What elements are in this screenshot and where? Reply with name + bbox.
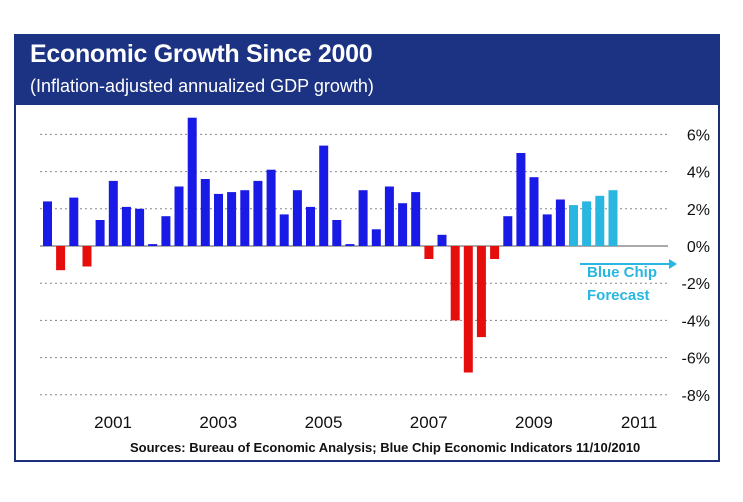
- forecast-bar: [569, 205, 578, 246]
- gdp-bar: [214, 193, 223, 246]
- gdp-bar: [108, 180, 118, 246]
- gdp-bar: [148, 244, 158, 246]
- y-tick-label: -2%: [682, 276, 710, 293]
- gdp-bar: [450, 246, 460, 321]
- gdp-bar: [200, 179, 210, 246]
- bars: [43, 117, 618, 373]
- forecast-bar: [582, 201, 592, 246]
- forecast-bar: [608, 190, 618, 246]
- gdp-bar: [292, 190, 302, 246]
- gdp-bar: [240, 190, 250, 246]
- y-tick-label: 2%: [687, 202, 710, 219]
- gdp-bar: [411, 192, 421, 246]
- gdp-bar: [371, 229, 381, 246]
- x-tick-label: 2001: [94, 413, 132, 432]
- axis-labels: 6% 4% 2% 0% -2% -4% -6% -8% 2001 2003 2005 2007 2009…: [94, 127, 710, 432]
- gdp-bar: [161, 216, 171, 246]
- forecast-arrow-head: [669, 259, 677, 269]
- gdp-bar: [503, 216, 513, 246]
- y-tick-label: -6%: [682, 351, 710, 368]
- gdp-bar: [555, 199, 565, 246]
- y-tick-label: 4%: [687, 165, 710, 182]
- gdp-bar: [490, 246, 500, 259]
- forecast-label-line1: Blue Chip: [587, 264, 657, 281]
- gdp-bar: [306, 206, 315, 246]
- gdp-bar: [345, 244, 355, 246]
- gdp-bar: [266, 169, 276, 246]
- gdp-bar: [69, 197, 79, 246]
- gdp-bar: [174, 186, 184, 246]
- gdp-bar: [56, 246, 66, 271]
- gdp-bar: [463, 246, 473, 373]
- x-tick-label: 2003: [199, 413, 237, 432]
- chart-header: [14, 34, 720, 105]
- grid-lines: [40, 133, 668, 396]
- gdp-bar: [542, 214, 552, 246]
- x-tick-label: 2011: [621, 413, 658, 432]
- gdp-bar: [529, 177, 539, 246]
- gdp-bar: [82, 246, 92, 267]
- x-tick-label: 2005: [305, 413, 343, 432]
- gdp-bar: [476, 246, 486, 338]
- chart-title: Economic Growth Since 2000: [30, 40, 373, 68]
- gdp-bar: [227, 192, 237, 246]
- forecast-bar: [595, 195, 605, 246]
- x-tick-label: 2007: [410, 413, 448, 432]
- gdp-bar: [253, 180, 263, 246]
- gdp-bar: [384, 186, 394, 246]
- gdp-bar: [187, 117, 197, 246]
- y-tick-label: -4%: [682, 313, 710, 330]
- y-tick-label: 0%: [687, 239, 710, 256]
- gdp-bar: [398, 203, 408, 246]
- gdp-bar: [279, 214, 289, 246]
- y-tick-label: 6%: [687, 127, 710, 144]
- gdp-bar: [135, 208, 145, 246]
- gdp-bar: [437, 234, 447, 246]
- source-note: Sources: Bureau of Economic Analysis; Bl…: [130, 440, 641, 455]
- gdp-bar: [424, 246, 434, 259]
- forecast-label-line2: Forecast: [587, 287, 650, 304]
- y-tick-label: -8%: [682, 388, 710, 405]
- gdp-bar: [332, 220, 342, 246]
- x-tick-label: 2009: [515, 413, 553, 432]
- gdp-bar: [516, 153, 526, 246]
- gdp-bar: [121, 206, 131, 246]
- gdp-bar: [358, 190, 368, 246]
- gdp-bar: [319, 145, 329, 246]
- gdp-bar: [43, 201, 52, 246]
- chart-frame: [14, 34, 720, 462]
- gdp-bar: [95, 220, 105, 246]
- chart-subtitle: (Inflation-adjusted annualized GDP growt…: [30, 76, 374, 96]
- forecast-arrow: [580, 259, 677, 269]
